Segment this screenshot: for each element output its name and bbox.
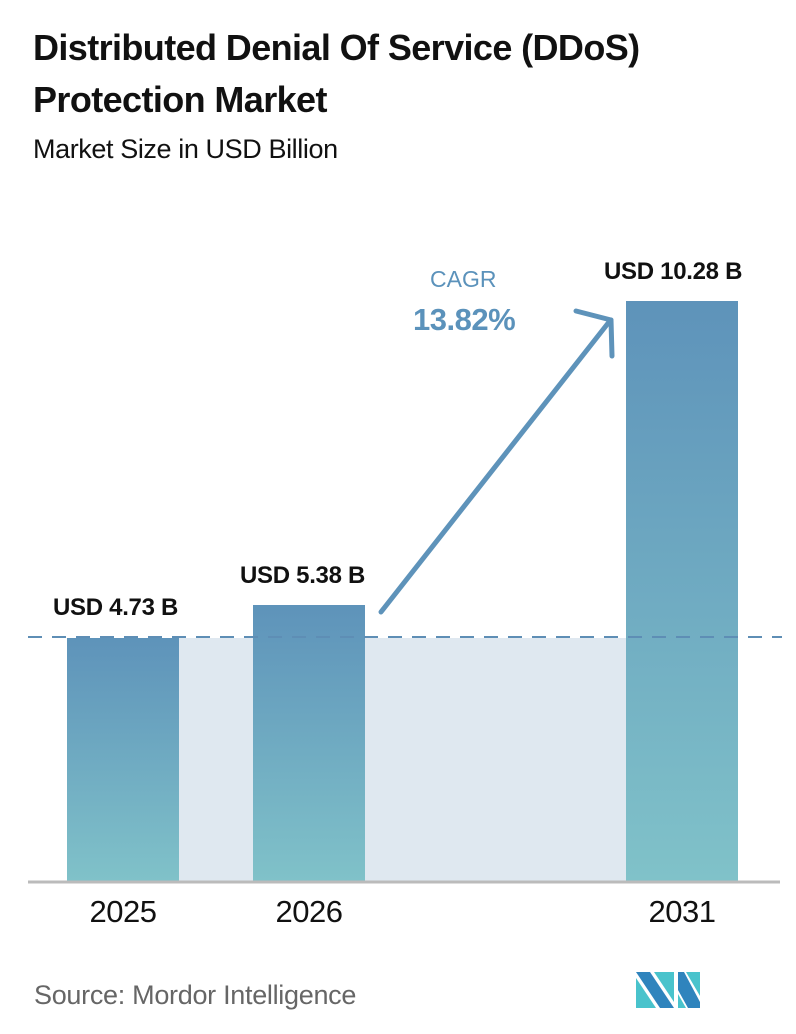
x-axis-label: 2026: [275, 894, 343, 929]
baseline-band: [179, 638, 626, 882]
bar-value-label: USD 5.38 B: [240, 562, 366, 589]
cagr-label: CAGR: [430, 266, 497, 292]
cagr-value: 13.82%: [413, 302, 516, 337]
chart-subtitle: Market Size in USD Billion: [33, 134, 338, 164]
x-axis-label: 2025: [89, 894, 157, 929]
x-axis-label: 2031: [648, 894, 716, 929]
source-text: Source: Mordor Intelligence: [34, 980, 357, 1010]
chart-title: Distributed Denial Of Service (DDoS) Pro…: [33, 27, 640, 120]
bar-2025: [67, 638, 179, 882]
mordor-intelligence-logo-icon: [636, 972, 700, 1008]
bar-value-label: USD 10.28 B: [604, 258, 743, 285]
bar-2031: [626, 301, 738, 882]
cagr-arrow-icon: [378, 308, 615, 615]
bar-value-label: USD 4.73 B: [53, 594, 179, 621]
bar-2026: [253, 605, 365, 882]
